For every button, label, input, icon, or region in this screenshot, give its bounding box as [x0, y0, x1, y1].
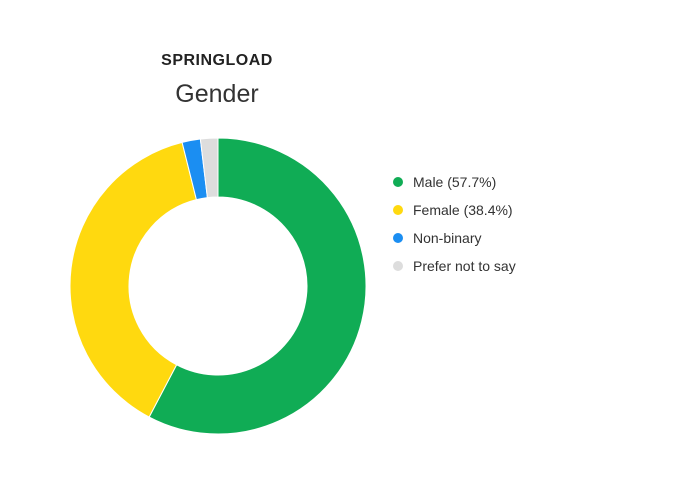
slice-female	[69, 141, 198, 418]
legend-item-prefer-not-to-say: Prefer not to say	[393, 252, 516, 280]
chart-title: Gender	[175, 80, 259, 108]
chart-subtitle: SPRINGLOAD	[161, 52, 273, 69]
legend-swatch-male	[393, 177, 403, 187]
donut-slices	[69, 137, 367, 435]
slice-male	[148, 137, 367, 435]
legend-label-female: Female (38.4%)	[413, 202, 513, 218]
legend-item-female: Female (38.4%)	[393, 196, 516, 224]
legend: Male (57.7%) Female (38.4%) Non-binary P…	[393, 168, 516, 280]
legend-swatch-non-binary	[393, 233, 403, 243]
legend-item-male: Male (57.7%)	[393, 168, 516, 196]
legend-swatch-female	[393, 205, 403, 215]
slice-prefer-not-to-say	[199, 137, 219, 199]
legend-label-prefer-not-to-say: Prefer not to say	[413, 258, 516, 274]
legend-item-non-binary: Non-binary	[393, 224, 516, 252]
legend-label-male: Male (57.7%)	[413, 174, 497, 190]
legend-swatch-prefer-not-to-say	[393, 261, 403, 271]
legend-label-non-binary: Non-binary	[413, 230, 482, 246]
